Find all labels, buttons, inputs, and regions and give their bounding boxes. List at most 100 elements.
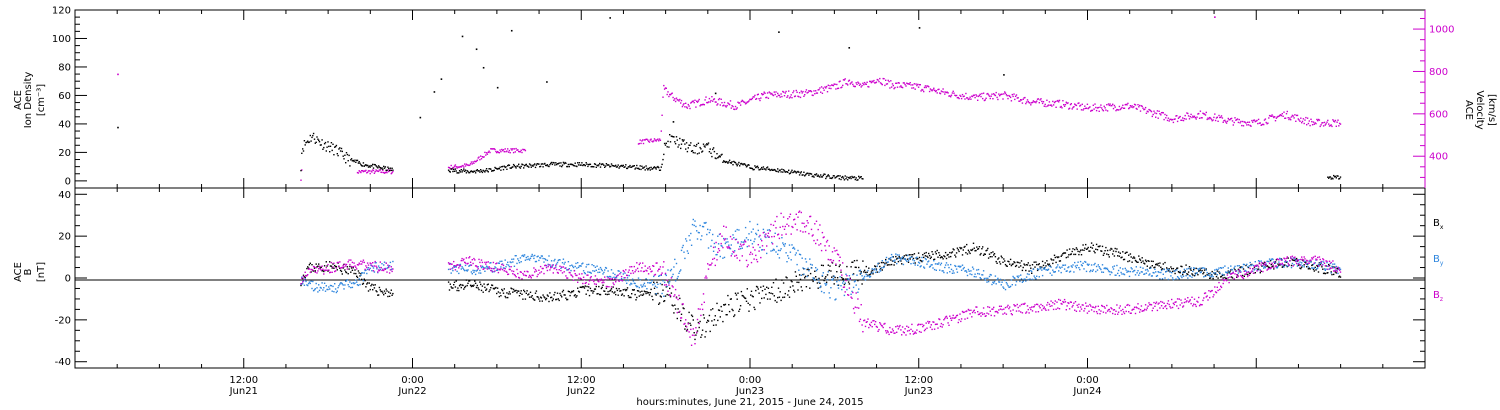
velocity-point xyxy=(719,104,721,106)
bx-point xyxy=(1075,247,1078,249)
velocity-point xyxy=(923,90,925,93)
by-point xyxy=(746,245,748,248)
density-point xyxy=(570,163,572,165)
bz-point xyxy=(854,306,856,308)
bx-point xyxy=(704,336,706,338)
density-point xyxy=(470,170,473,172)
velocity-point xyxy=(1146,110,1148,112)
by-point xyxy=(831,278,833,281)
bx-point xyxy=(613,292,615,294)
density-point xyxy=(665,142,667,144)
bx-point xyxy=(830,270,832,272)
density-point xyxy=(804,174,807,176)
density-point xyxy=(334,146,336,148)
bx-point xyxy=(723,304,726,306)
by-point xyxy=(1259,269,1261,271)
density-point xyxy=(678,144,680,146)
by-point xyxy=(1278,261,1280,263)
density-point xyxy=(669,141,672,143)
bz-point xyxy=(606,285,608,288)
bz-point xyxy=(731,238,733,240)
by-point xyxy=(927,261,929,263)
velocity-point xyxy=(888,80,890,83)
bx-point xyxy=(543,296,545,298)
by-point xyxy=(1267,260,1269,263)
by-point xyxy=(995,283,997,285)
bz-point xyxy=(734,238,737,241)
bx-point xyxy=(778,296,781,298)
bx-point xyxy=(1222,277,1224,279)
by-point xyxy=(350,286,352,289)
by-point xyxy=(974,273,976,275)
bx-point xyxy=(491,284,494,287)
by-point xyxy=(1057,264,1059,266)
bx-point xyxy=(712,324,715,326)
by-point xyxy=(720,244,722,247)
velocity-point xyxy=(1282,115,1284,117)
bz-point xyxy=(1011,314,1013,316)
density-point xyxy=(836,175,839,177)
bx-point xyxy=(831,262,834,264)
bx-point xyxy=(1140,261,1143,264)
velocity-point xyxy=(766,96,768,99)
bx-point xyxy=(1042,264,1045,267)
bz-point xyxy=(686,329,689,332)
by-point xyxy=(939,264,942,266)
density-point xyxy=(710,152,712,154)
bx-point xyxy=(343,263,345,266)
velocity-point xyxy=(879,77,881,80)
bx-point xyxy=(608,293,610,295)
velocity-point xyxy=(725,106,727,108)
bz-point xyxy=(989,310,991,312)
bx-point xyxy=(385,288,387,290)
bx-point xyxy=(1089,250,1091,252)
bz-point xyxy=(856,306,858,309)
bx-point xyxy=(507,293,510,295)
by-point xyxy=(1072,264,1074,266)
top-left-tick-label: 100 xyxy=(52,34,71,45)
by-point xyxy=(658,274,661,277)
bx-point xyxy=(469,284,472,286)
bz-point xyxy=(668,284,670,286)
bz-point xyxy=(512,273,514,275)
bx-point xyxy=(593,288,596,290)
velocity-point xyxy=(1027,100,1029,103)
velocity-point xyxy=(893,87,895,90)
bz-point xyxy=(1028,312,1030,314)
bx-point xyxy=(512,291,514,293)
bx-point xyxy=(947,253,949,256)
by-point xyxy=(1307,266,1310,268)
bx-point xyxy=(1334,271,1337,273)
density-point xyxy=(649,169,651,171)
by-point xyxy=(1087,264,1089,266)
by-point xyxy=(1265,263,1267,265)
bx-point xyxy=(972,242,975,244)
bz-point xyxy=(787,218,789,220)
bx-point xyxy=(566,299,568,301)
bz-point xyxy=(514,274,516,277)
bx-point xyxy=(1019,262,1021,264)
density-point xyxy=(794,171,797,173)
bz-point xyxy=(592,279,594,281)
velocity-point xyxy=(1166,119,1169,122)
by-point xyxy=(534,254,536,257)
velocity-point xyxy=(673,99,675,101)
by-point xyxy=(1244,269,1246,272)
bz-point xyxy=(966,317,969,319)
velocity-point xyxy=(1235,119,1237,121)
bx-point xyxy=(323,270,325,273)
velocity-point xyxy=(771,92,773,95)
bx-point xyxy=(669,287,671,290)
bz-point xyxy=(518,276,520,279)
by-point xyxy=(810,267,813,269)
velocity-point xyxy=(645,138,647,140)
bx-point xyxy=(712,308,714,310)
density-point xyxy=(473,170,475,172)
bz-point xyxy=(818,244,820,246)
by-point xyxy=(518,261,521,264)
velocity-point xyxy=(816,92,819,94)
velocity-point xyxy=(778,94,781,97)
bx-point xyxy=(1098,245,1100,248)
by-point xyxy=(775,251,777,253)
bz-point xyxy=(943,319,945,321)
